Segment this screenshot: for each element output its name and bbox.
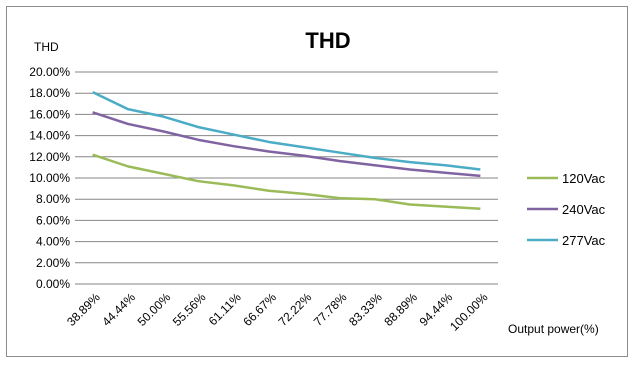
x-axis-label: Output power(%)	[508, 322, 599, 336]
y-tick-label: 4.00%	[36, 235, 70, 249]
x-tick-label: 72.22%	[276, 290, 315, 329]
x-tick-label: 83.33%	[346, 290, 385, 329]
y-tick-label: 10.00%	[29, 171, 70, 185]
y-tick-label: 6.00%	[36, 213, 70, 227]
y-tick-label: 2.00%	[36, 256, 70, 270]
y-tick-label: 12.00%	[29, 150, 70, 164]
series-line-277vac	[92, 91, 481, 171]
y-tick-label: 16.00%	[29, 107, 70, 121]
y-tick-labels: 0.00% 2.00% 4.00% 6.00% 8.00% 10.00% 12.00% 14.…	[29, 65, 70, 291]
x-tick-labels: 38.89%44.44%50.00%55.56%61.11%66.67%72.2…	[64, 290, 491, 334]
x-tick-label: 44.44%	[99, 290, 138, 329]
x-tick-label: 100.00%	[447, 290, 491, 334]
grid-lines	[75, 71, 498, 285]
x-tick-label: 61.11%	[206, 290, 244, 328]
series-lines	[92, 91, 481, 210]
y-tick-label: 20.00%	[29, 65, 70, 79]
chart-title: THD	[305, 28, 350, 53]
legend: 120Vac 240Vac 277Vac	[527, 171, 606, 248]
y-tick-label: 14.00%	[29, 129, 70, 143]
y-tick-label: 8.00%	[36, 192, 70, 206]
x-tick-label: 66.67%	[240, 290, 279, 329]
legend-label: 277Vac	[562, 233, 606, 248]
y-axis-label: THD	[34, 40, 59, 54]
series-line-240vac	[92, 111, 481, 178]
y-tick-label: 18.00%	[29, 86, 70, 100]
chart-frame	[6, 6, 628, 357]
x-tick-label: 55.56%	[170, 290, 209, 329]
legend-label: 240Vac	[562, 202, 606, 217]
x-tick-label: 77.78%	[311, 290, 350, 329]
legend-label: 120Vac	[562, 171, 606, 186]
x-tick-label: 38.89%	[64, 290, 103, 329]
x-tick-label: 50.00%	[135, 290, 174, 329]
x-tick-label: 88.89%	[381, 290, 420, 329]
y-tick-label: 0.00%	[36, 277, 70, 291]
series-line-120vac	[92, 153, 481, 210]
